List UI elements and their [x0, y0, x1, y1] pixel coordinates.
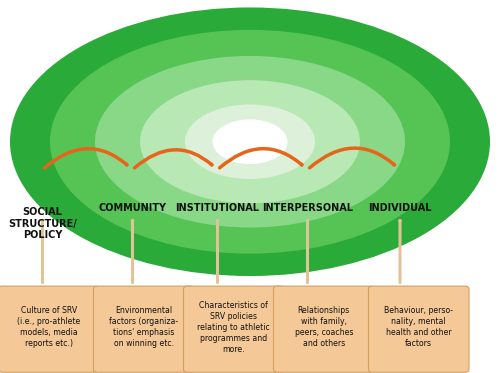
Text: INTERPERSONAL: INTERPERSONAL — [262, 203, 353, 213]
Text: INSTITUTIONAL: INSTITUTIONAL — [176, 203, 260, 213]
FancyArrowPatch shape — [310, 148, 394, 168]
FancyBboxPatch shape — [94, 286, 194, 372]
Text: SOCIAL
STRUCTURE/
POLICY: SOCIAL STRUCTURE/ POLICY — [8, 207, 77, 240]
Ellipse shape — [140, 80, 360, 203]
Ellipse shape — [50, 30, 450, 254]
Text: Culture of SRV
(i.e., pro-athlete
models, media
reports etc.): Culture of SRV (i.e., pro-athlete models… — [17, 306, 80, 348]
Ellipse shape — [95, 56, 405, 228]
Ellipse shape — [185, 104, 315, 179]
FancyArrowPatch shape — [220, 149, 302, 168]
Text: Relationships
with family,
peers, coaches
and others: Relationships with family, peers, coache… — [294, 306, 353, 348]
Ellipse shape — [212, 119, 288, 164]
FancyBboxPatch shape — [184, 286, 284, 372]
FancyBboxPatch shape — [274, 286, 374, 372]
Text: COMMUNITY: COMMUNITY — [98, 203, 166, 213]
Text: Characteristics of
SRV policies
relating to athletic
programmes and
more.: Characteristics of SRV policies relating… — [198, 301, 270, 354]
FancyBboxPatch shape — [368, 286, 469, 372]
FancyBboxPatch shape — [0, 286, 99, 372]
Text: INDIVIDUAL: INDIVIDUAL — [368, 203, 432, 213]
FancyArrowPatch shape — [134, 150, 212, 168]
Ellipse shape — [10, 7, 490, 276]
FancyArrowPatch shape — [44, 149, 127, 168]
Text: Behaviour, perso-
nality, mental
health and other
factors: Behaviour, perso- nality, mental health … — [384, 306, 453, 348]
Text: Environmental
factors (organiza-
tions' emphasis
on winning etc.: Environmental factors (organiza- tions' … — [109, 306, 178, 348]
